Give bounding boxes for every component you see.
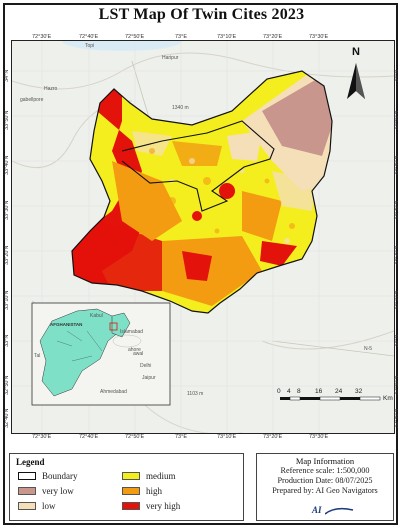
legend-label: very low: [42, 486, 74, 496]
grid-right-3: 33°30'N: [394, 200, 400, 220]
legend-item-high: high: [122, 486, 162, 496]
district-boundary: [121, 120, 275, 212]
inset-lahore: ahore: [128, 347, 141, 353]
grid-left-4: 33°20'N: [4, 245, 10, 265]
medium-swatch: [122, 472, 140, 480]
very-low-swatch: [18, 487, 36, 495]
map-info-scale: Reference scale: 1:500,000: [280, 466, 370, 475]
inset-map: [31, 302, 171, 406]
legend-panel: Legend Boundary very low low medium high…: [9, 453, 244, 521]
grid-bottom-3: 73°E: [175, 434, 187, 440]
map-info-panel: Map Information Reference scale: 1:500,0…: [256, 453, 394, 521]
grid-top-0: 72°30'E: [32, 34, 52, 40]
grid-bottom-6: 73°30'E: [309, 434, 329, 440]
inset-kabul: Kabul: [90, 313, 103, 319]
very-high-swatch: [122, 502, 140, 510]
basemap-svg: [12, 41, 394, 433]
place-topi: Topi: [85, 43, 95, 49]
inset-islamabad: Islamabad: [120, 329, 144, 335]
main-map[interactable]: N Topi Haripur Hazro gabellpore 1340 m N…: [11, 40, 395, 434]
boundary-swatch: [18, 472, 36, 480]
legend-item-very-high: very high: [122, 501, 180, 511]
grid-left-3: 33°30'N: [4, 200, 10, 220]
place-haripur: Haripur: [162, 55, 179, 61]
north-arrow-icon: [347, 63, 365, 99]
grid-right-0: 34°N: [394, 69, 400, 82]
region-boundary: [71, 70, 333, 314]
grid-bottom-4: 73°10'E: [217, 434, 237, 440]
map-info-date: Production Date: 08/07/2025: [277, 476, 373, 485]
grid-top-4: 73°10'E: [217, 34, 237, 40]
grid-left-0: 34°N: [4, 69, 10, 82]
grid-right-4: 33°20'N: [394, 245, 400, 265]
grid-left-8: 32°40'N: [4, 408, 10, 428]
grid-left-6: 33°N: [4, 334, 10, 347]
low-swatch: [18, 502, 36, 510]
grid-right-1: 33°50'N: [394, 110, 400, 130]
high-swatch: [122, 487, 140, 495]
grid-top-3: 73°E: [175, 34, 187, 40]
grid-right-8: 32°40'N: [394, 408, 400, 428]
map-info-title: Map Information: [295, 456, 355, 466]
place-n5: N-5: [364, 346, 373, 352]
scale-unit: Km: [383, 395, 393, 402]
legend-label: medium: [146, 471, 176, 481]
legend-item-low: low: [18, 501, 56, 511]
grid-bottom-1: 72°40'E: [79, 434, 99, 440]
place-elev2: 1103 m: [187, 391, 204, 397]
logo: AI: [312, 505, 322, 515]
inset-ahmedabad: Ahmedabad: [100, 389, 127, 395]
scale-tick-4: 24: [335, 388, 343, 395]
grid-top-1: 72°40'E: [79, 34, 99, 40]
grid-right-2: 33°40'N: [394, 155, 400, 175]
place-elev1: 1340 m: [172, 105, 189, 111]
grid-right-6: 33°N: [394, 334, 400, 347]
legend-label: low: [42, 501, 56, 511]
grid-top-5: 73°20'E: [263, 34, 283, 40]
legend-label: high: [146, 486, 163, 496]
grid-bottom-0: 72°30'E: [32, 434, 52, 440]
grid-top-2: 72°50'E: [125, 34, 145, 40]
legend-item-very-low: very low: [18, 486, 74, 496]
scale-tick-2: 8: [297, 388, 301, 395]
legend-item-medium: medium: [122, 471, 176, 481]
grid-right-5: 33°10'N: [394, 290, 400, 310]
grid-left-1: 33°50'N: [4, 110, 10, 130]
place-hazro: Hazro: [44, 86, 58, 92]
grid-right-7: 32°50'N: [394, 375, 400, 395]
scale-tick-5: 32: [355, 388, 363, 395]
grid-bottom-5: 73°20'E: [263, 434, 283, 440]
inset-afghanistan: AFGHANISTAN: [50, 322, 83, 327]
map-title: LST Map Of Twin Cites 2023: [98, 6, 305, 23]
place-gabellpore: gabellpore: [20, 97, 44, 103]
scale-tick-3: 16: [315, 388, 323, 395]
grid-top-6: 73°30'E: [309, 34, 329, 40]
grid-bottom-2: 72°50'E: [125, 434, 145, 440]
legend-item-boundary: Boundary: [18, 471, 78, 481]
inset-jaipur: Jaipur: [142, 375, 156, 381]
scale-tick-0: 0: [277, 388, 281, 395]
legend-title: Legend: [16, 457, 45, 467]
grid-left-5: 33°10'N: [4, 290, 10, 310]
north-label: N: [352, 46, 360, 58]
scale-bar: [280, 396, 381, 401]
grid-left-2: 33°40'N: [4, 155, 10, 175]
logo-icon: [325, 507, 354, 515]
grid-left-7: 32°50'N: [4, 375, 10, 395]
legend-label: very high: [146, 501, 181, 511]
scale-tick-1: 4: [287, 388, 291, 395]
inset-tal: Tal: [34, 353, 41, 359]
map-info-author: Prepared by: AI Geo Navigators: [272, 486, 378, 495]
inset-awal: awal: [133, 351, 144, 357]
legend-label: Boundary: [42, 471, 78, 481]
map-layout-frame: [3, 3, 398, 525]
inset-delhi: Delhi: [140, 363, 152, 369]
